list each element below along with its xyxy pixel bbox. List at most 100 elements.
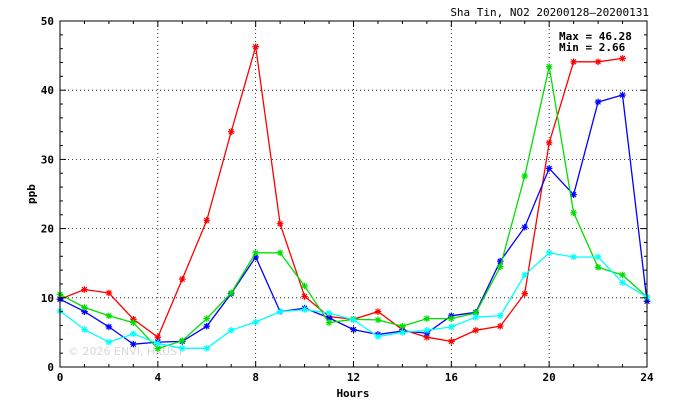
data-point: [81, 308, 88, 315]
data-point: [619, 279, 626, 286]
data-point: [448, 315, 455, 322]
data-point: [105, 338, 113, 346]
y-tick-label: 20: [41, 223, 54, 236]
data-point: [399, 329, 406, 336]
data-point: [178, 345, 186, 352]
data-point: [472, 313, 480, 321]
x-tick-label: 24: [640, 371, 654, 384]
data-point: [350, 316, 357, 324]
data-point: [374, 308, 382, 315]
data-point: [594, 98, 602, 106]
data-point: [276, 220, 284, 228]
data-point: [178, 337, 186, 345]
data-point: [496, 263, 504, 270]
x-tick-label: 8: [252, 371, 259, 384]
data-point: [472, 309, 480, 317]
x-tick-label: 4: [155, 371, 162, 384]
data-point: [81, 326, 88, 333]
data-point: [301, 293, 308, 300]
x-tick-label: 16: [445, 371, 459, 384]
data-point: [619, 91, 626, 99]
data-point: [130, 319, 137, 327]
data-point: [154, 333, 162, 341]
data-point: [178, 275, 186, 283]
data-point: [570, 209, 577, 216]
data-point: [570, 58, 577, 66]
axis-ticks: 0 4 8 12 16 20 24 0 10 20 30 40 50: [41, 15, 654, 384]
series-group: [56, 43, 651, 352]
data-point: [105, 289, 113, 297]
data-point: [276, 249, 284, 257]
grid-lines: [60, 21, 647, 367]
data-point: [545, 63, 553, 70]
data-point: [374, 316, 382, 324]
data-point: [325, 314, 333, 322]
data-point: [252, 249, 259, 257]
data-point: [252, 318, 259, 326]
data-point: [521, 223, 529, 231]
data-point: [81, 286, 88, 293]
data-point: [252, 253, 259, 261]
data-point: [203, 315, 211, 322]
data-point: [301, 306, 308, 313]
data-point: [423, 333, 431, 341]
series-3: [56, 63, 651, 352]
data-point: [545, 249, 553, 257]
data-point: [496, 312, 504, 320]
y-tick-label: 10: [41, 292, 54, 305]
data-point: [594, 58, 602, 66]
data-point: [130, 340, 137, 348]
data-point: [227, 327, 235, 334]
data-point: [570, 191, 577, 198]
data-point: [227, 289, 235, 297]
data-point: [350, 326, 357, 333]
data-point: [252, 43, 259, 51]
data-point: [399, 322, 406, 330]
data-point: [203, 216, 211, 224]
data-point: [301, 282, 308, 290]
data-point: [545, 165, 553, 172]
data-point: [325, 309, 333, 317]
series-line: [59, 46, 623, 343]
series-line: [59, 94, 648, 345]
data-point: [521, 271, 529, 279]
data-point: [594, 264, 602, 271]
data-point: [154, 340, 162, 347]
data-point: [448, 323, 455, 331]
data-point: [105, 323, 113, 331]
data-point: [423, 315, 431, 322]
data-point: [154, 345, 162, 352]
x-axis-label: Hours: [336, 387, 369, 400]
data-point: [594, 253, 602, 261]
y-tick-label: 40: [41, 84, 54, 97]
y-tick-label: 0: [47, 361, 54, 374]
chart-title: Sha Tin, NO2 20200128–20200131: [450, 6, 649, 19]
max-annotation: Max = 46.28: [559, 30, 632, 43]
data-point: [423, 327, 431, 334]
data-point: [325, 319, 333, 327]
data-point: [521, 172, 529, 180]
data-point: [81, 304, 88, 311]
data-point: [570, 253, 577, 261]
data-point: [130, 315, 137, 323]
y-tick-label: 50: [41, 15, 54, 28]
data-point: [227, 128, 235, 136]
min-annotation: Min = 2.66: [559, 41, 626, 54]
data-point: [521, 290, 529, 297]
y-axis-label: ppb: [25, 184, 38, 204]
data-point: [545, 139, 553, 147]
data-point: [276, 308, 284, 315]
data-point: [448, 338, 455, 345]
y-tick-label: 30: [41, 153, 54, 166]
x-tick-label: 20: [543, 371, 556, 384]
x-tick-label: 0: [57, 371, 64, 384]
x-tick-label: 12: [347, 371, 360, 384]
watermark: © 2026 ENVI, HKUST: [68, 345, 184, 358]
data-point: [619, 271, 626, 279]
data-point: [496, 322, 504, 330]
series-1: [56, 43, 626, 345]
data-point: [374, 333, 382, 340]
data-point: [496, 257, 504, 265]
data-point: [619, 55, 626, 62]
data-point: [472, 327, 480, 334]
